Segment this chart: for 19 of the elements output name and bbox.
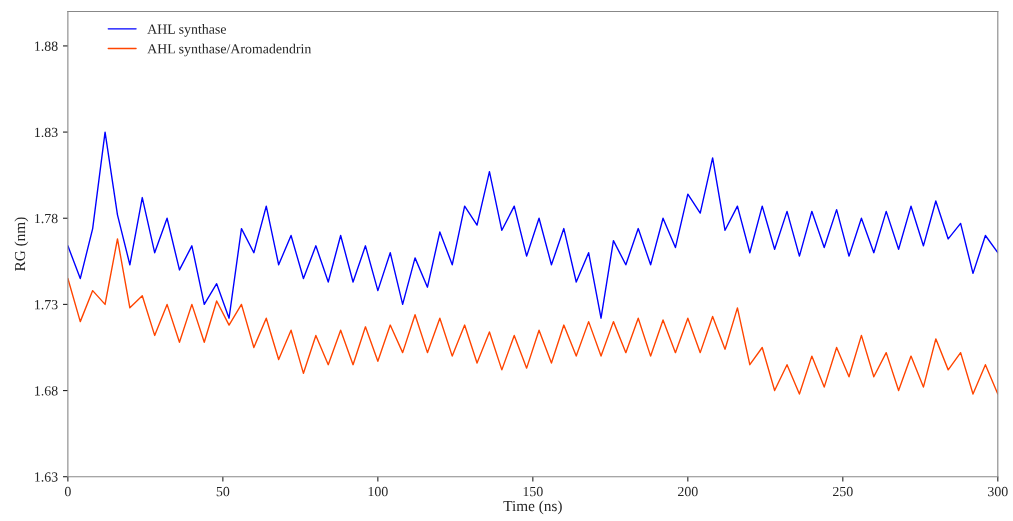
- x-tick-label: 100: [368, 486, 388, 497]
- line-series: [67, 238, 998, 395]
- x-tick-label: 0: [64, 486, 71, 497]
- legend-label: AHL synthase: [147, 24, 226, 37]
- x-tick-label: 250: [833, 486, 853, 497]
- y-tick-label: 1.63: [35, 472, 58, 482]
- y-axis-title: RG (nm): [14, 217, 29, 272]
- x-tick-label: 300: [988, 486, 1008, 497]
- x-axis-title: Time (ns): [503, 500, 562, 515]
- y-tick-label: 1.68: [35, 386, 58, 396]
- line-series: [67, 131, 998, 319]
- legend-label: AHL synthase/Aromadendrin: [147, 43, 312, 57]
- y-tick-label: 1.78: [35, 213, 58, 224]
- x-tick-label: 50: [216, 486, 230, 497]
- x-tick-label: 200: [678, 486, 698, 497]
- y-tick-label: 1.88: [35, 41, 58, 51]
- x-tick-label: 150: [523, 486, 543, 497]
- y-tick-label: 1.83: [35, 127, 58, 138]
- y-tick-label: 1.73: [35, 300, 58, 310]
